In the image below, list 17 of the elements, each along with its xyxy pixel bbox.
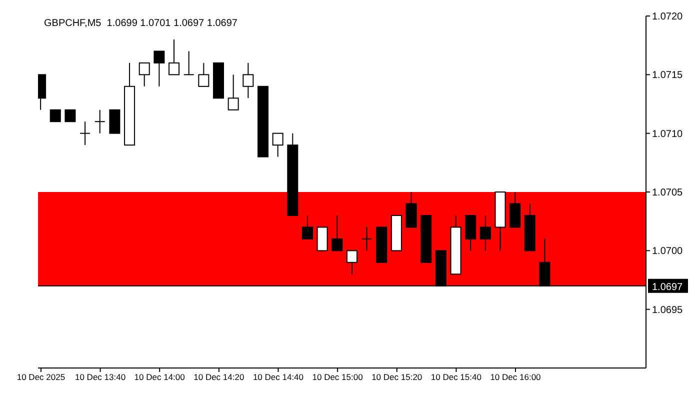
y-tick-label: 1.0720 <box>652 12 684 23</box>
x-tick-label: 10 Dec 14:20 <box>194 372 244 382</box>
y-tick-label: 1.0695 <box>652 304 684 316</box>
y-tick-label: 1.0710 <box>652 128 684 140</box>
x-tick-label: 10 Dec 15:20 <box>372 372 422 382</box>
x-tick-label: 10 Dec 14:40 <box>252 372 304 382</box>
x-tick-label: 10 Dec 15:00 <box>312 372 364 382</box>
x-tick-label: 10 Dec 14:00 <box>134 372 186 382</box>
ref-line-label: 1.0697 <box>652 282 684 293</box>
x-tick-label: 10 Dec 2025 <box>16 372 66 382</box>
y-tick-label: 1.0715 <box>652 70 684 82</box>
x-tick-label: 10 Dec 15:40 <box>430 372 482 382</box>
y-tick-label: 1.0700 <box>652 246 684 258</box>
x-tick-label: 10 Dec 13:40 <box>74 372 126 382</box>
chart-title: GBPCHF,M5 1.0699 1.0701 1.0697 1.0697 <box>44 18 238 29</box>
y-tick-label: 1.0705 <box>652 188 684 199</box>
x-tick-label: 10 Dec 16:00 <box>490 372 542 382</box>
